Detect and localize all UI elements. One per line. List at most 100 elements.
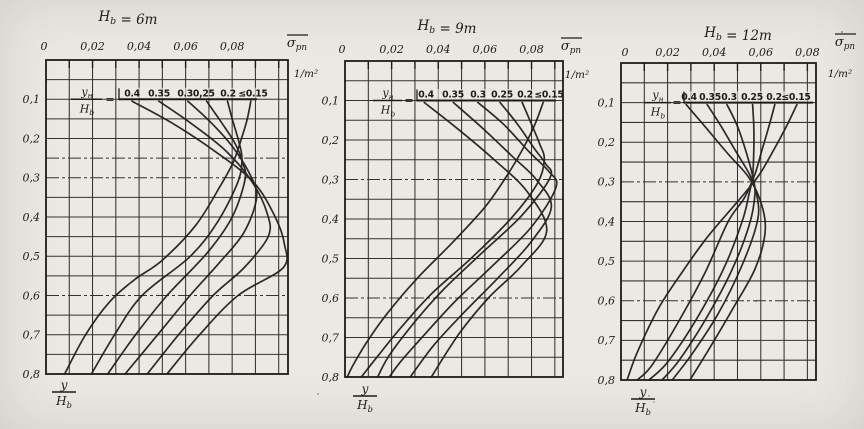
legend-backplate <box>417 89 556 100</box>
plot-border <box>344 60 564 378</box>
y-tick-label: 0,6 <box>23 289 41 302</box>
y-tick-label: 0,6 <box>598 295 616 308</box>
y-tick-label: 0,5 <box>322 252 340 265</box>
legend-value-label: 0.2 <box>766 92 782 103</box>
legend-value-label: 0.35 <box>699 92 721 103</box>
legend-value-label: 0.2 <box>517 90 533 101</box>
legend-value-label: 0.25 <box>491 90 513 101</box>
pressure-curve-0.35 <box>671 103 760 381</box>
curves <box>346 101 558 378</box>
pressure-curve-0.2 <box>360 101 546 378</box>
y-tick-label: 0,5 <box>23 250 41 263</box>
legend-equals: = <box>105 93 114 106</box>
legend-fraction-denominator: Hb <box>380 104 396 119</box>
y-tick-label: 0,7 <box>598 334 616 347</box>
x-tick-label: 0 <box>339 43 346 56</box>
legend-value-label: 0.3 <box>470 90 486 101</box>
y-axis-fraction-denominator: Hb <box>55 394 72 410</box>
pressure-curve-0.25 <box>106 100 247 375</box>
x-axis-labels: 0 0,02 0,04 0,06 0,08 <box>41 40 245 53</box>
y-axis-labels: 0,1 0,2 0,3 0,4 0,5 0,6 0,7 0,8 <box>598 96 616 386</box>
legend-value-label: ≤0.15 <box>781 92 810 103</box>
panel-hb-6m: Hb = 6m 0 0,02 0,04 0,06 0,08 σpn 1/m² 0,1 0,2 0,3… <box>23 9 319 410</box>
sigma-pn-label: σpn <box>561 39 582 56</box>
panel-hb-9m: Hb = 9m 0 0,02 0,04 0,06 0,08 σpn 1/m² 0,1 0,2 0,3… <box>322 18 590 414</box>
y-axis-fraction-denominator: Hb <box>356 398 373 414</box>
legend-value-label: ≤0.15 <box>238 88 267 99</box>
legend-value-label: ≤0.15 <box>534 90 563 101</box>
y-axis-title: y Hb <box>631 385 655 417</box>
y-tick-label: 0,7 <box>23 329 41 342</box>
x-axis-ticks <box>643 63 809 71</box>
y-tick-label: 0,8 <box>23 368 41 381</box>
x-tick-label: 0,02 <box>379 43 404 56</box>
y-tick-label: 0,4 <box>598 215 616 228</box>
pressure-curve-0.3 <box>388 101 558 378</box>
panel-title: Hb = 9m <box>417 18 477 37</box>
x-tick-label: 0,04 <box>127 40 152 53</box>
pressure-curve-0.4 <box>423 101 548 378</box>
unit-label: 1/m² <box>565 69 589 81</box>
x-tick-label: 0 <box>622 46 629 59</box>
sigma-pn-label: σpn <box>287 36 308 53</box>
legend-equals: = <box>672 96 681 109</box>
legend-fraction-numerator: yн <box>80 85 92 100</box>
y-tick-label: 0,2 <box>23 132 41 145</box>
x-tick-label: 0,04 <box>702 46 727 59</box>
pressure-curve-0.35 <box>146 100 272 375</box>
legend-value-label: 0.4 <box>124 88 140 99</box>
legend-fraction-numerator: yн <box>651 89 663 104</box>
y-tick-label: 0,6 <box>322 292 340 305</box>
unit-label: 1/m² <box>828 68 852 80</box>
y-tick-label: 0,4 <box>23 211 41 224</box>
legend-value-label: 0.3 <box>721 92 737 103</box>
curves <box>63 100 288 375</box>
pressure-curve-0.3 <box>661 103 756 381</box>
x-tick-label: 0,08 <box>795 46 820 59</box>
legend-value-label: 0.35 <box>148 88 170 99</box>
y-axis-title: y Hb <box>353 382 377 414</box>
pressure-curve-0.15 <box>346 101 545 378</box>
sigma-pn-label: σpn <box>835 35 856 52</box>
x-tick-label: 0 <box>41 40 48 53</box>
y-axis-fraction-denominator: Hb <box>634 401 651 417</box>
y-axis-fraction-numerator: y <box>639 385 647 399</box>
pressure-curve-0.25 <box>376 101 553 378</box>
x-tick-label: 0,04 <box>426 43 451 56</box>
legend-fraction-denominator: Hb <box>650 106 666 121</box>
y-tick-label: 0,5 <box>598 255 616 268</box>
pressure-curve-0.4 <box>685 103 767 381</box>
pressure-curve-0.25 <box>648 103 755 381</box>
x-axis-labels: 0 0,02 0,04 0,06 0,08 <box>622 46 820 59</box>
legend-equals: = <box>404 94 413 107</box>
y-tick-label: 0,3 <box>598 176 616 189</box>
x-axis-ticks <box>68 60 280 68</box>
unit-label: 1/m² <box>294 68 318 80</box>
pressure-curve-0.15 <box>626 103 798 381</box>
plot-border <box>620 62 817 381</box>
speck <box>653 401 655 403</box>
scan-speckles <box>317 31 843 403</box>
y-tick-label: 0,3 <box>23 172 41 185</box>
x-tick-label: 0,06 <box>473 43 498 56</box>
legend-backplate <box>119 87 257 99</box>
plot-grid <box>345 61 563 377</box>
y-axis-fraction-numerator: y <box>60 378 68 392</box>
x-axis-title: σpn 1/m² <box>828 33 856 80</box>
legend-value-label: 0.4 <box>681 92 697 103</box>
x-tick-label: 0,06 <box>173 40 198 53</box>
x-tick-label: 0,02 <box>80 40 105 53</box>
speck <box>841 31 843 33</box>
plot-grid <box>621 63 816 380</box>
pressure-curve-0.4 <box>131 100 288 375</box>
curves <box>626 103 798 381</box>
panel-title: Hb = 6m <box>98 9 158 28</box>
y-tick-label: 0,7 <box>322 331 340 344</box>
x-axis-title: σpn 1/m² <box>287 34 318 80</box>
